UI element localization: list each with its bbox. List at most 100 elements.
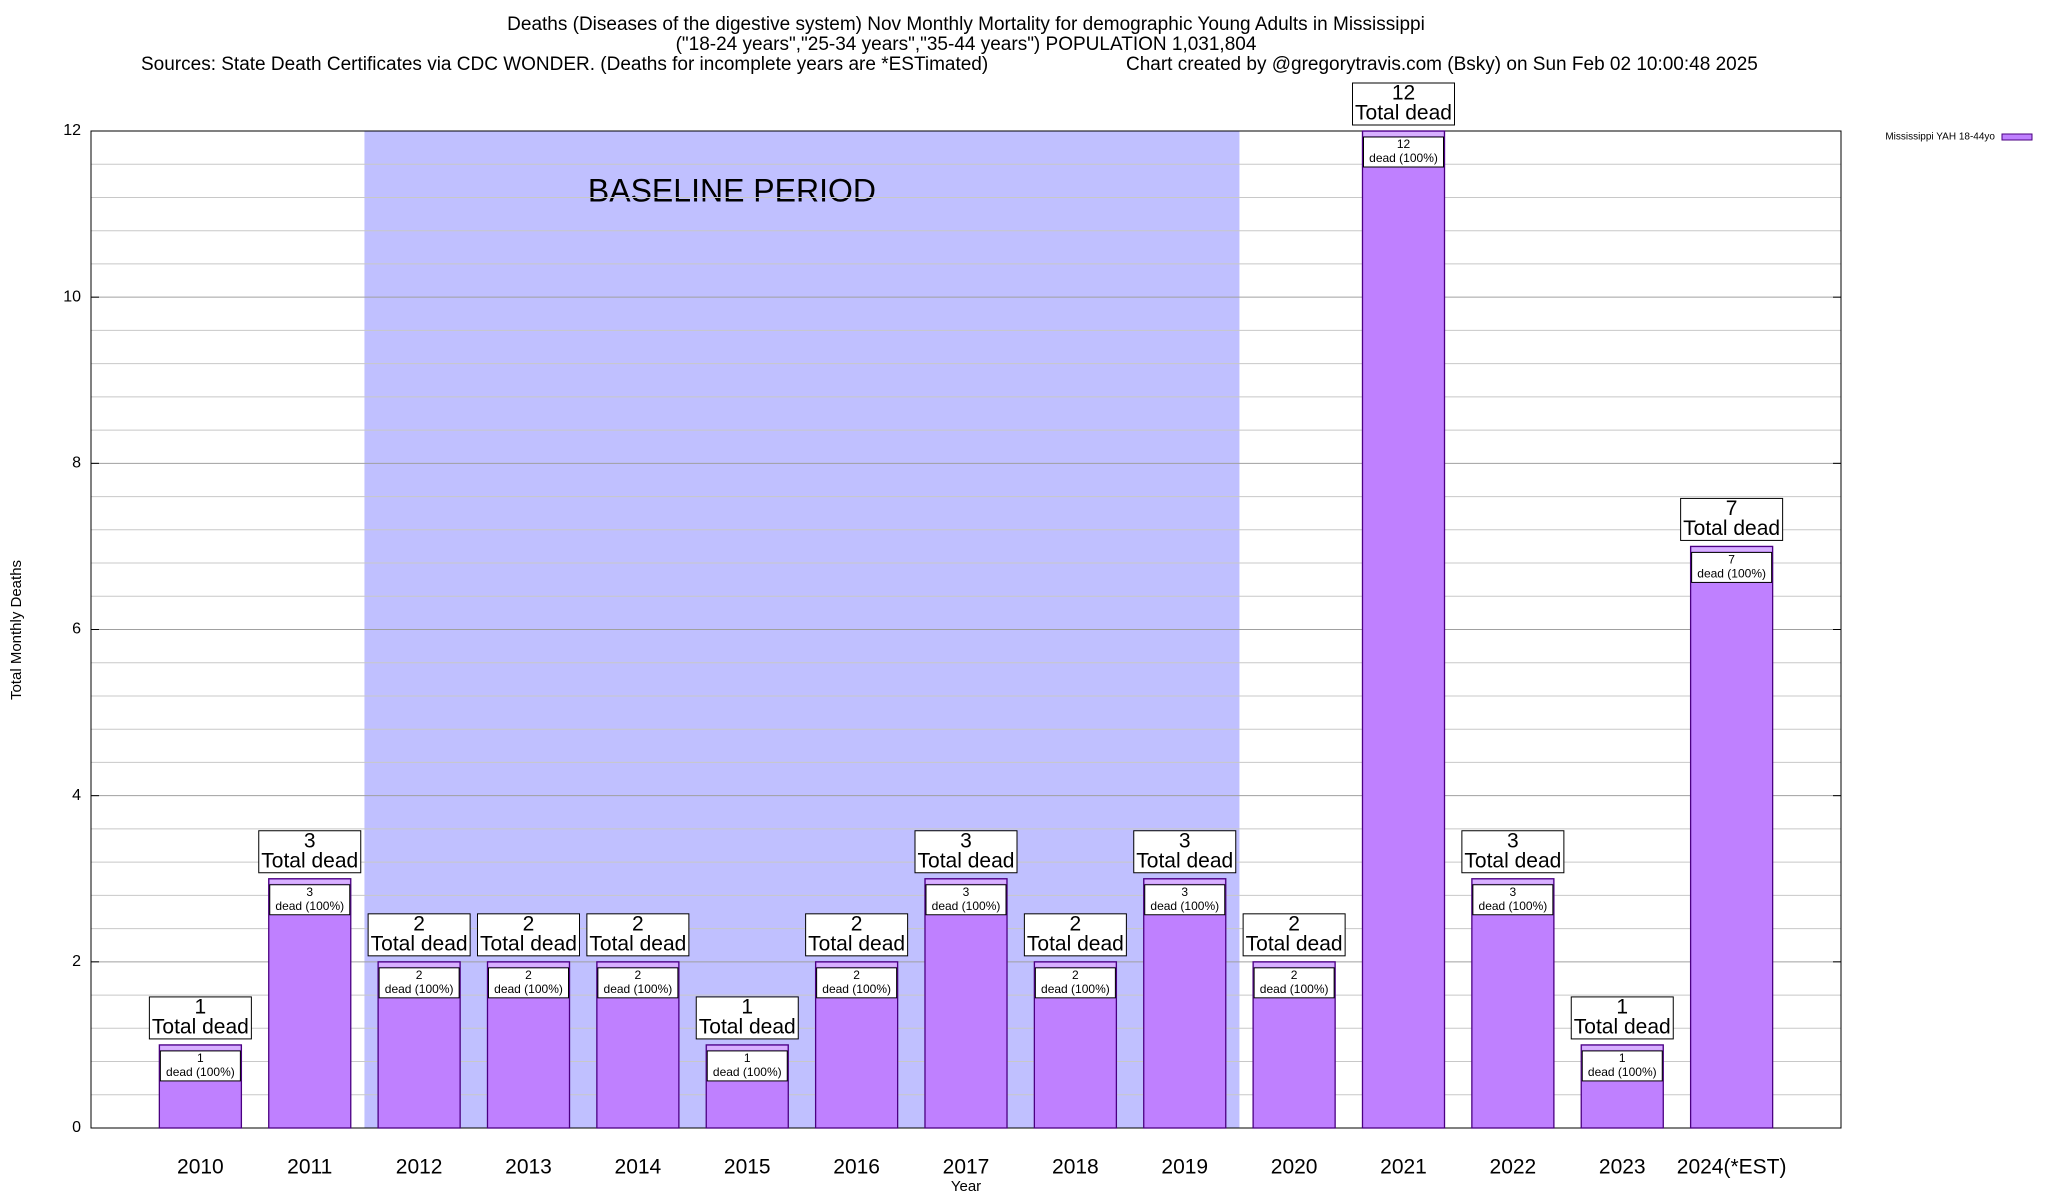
- segment-label: dead (100%): [1260, 982, 1329, 996]
- segment-label-box: [1253, 967, 1335, 999]
- total-value-label: 3: [960, 829, 972, 852]
- y-tick-label: 6: [72, 621, 81, 638]
- total-value-label: 3: [1179, 829, 1191, 852]
- x-tick-label: 2022: [1490, 1156, 1537, 1179]
- bar-top-strip: [1254, 962, 1335, 967]
- segment-label-box: [1581, 1050, 1663, 1082]
- x-tick-label: 2010: [177, 1156, 224, 1179]
- bar-top-strip: [1144, 879, 1225, 884]
- total-label-box: [1352, 82, 1455, 126]
- total-label: Total dead: [152, 1015, 249, 1038]
- x-tick-label: 2020: [1271, 1156, 1318, 1179]
- segment-label-box: [925, 884, 1007, 916]
- total-value-label: 2: [1288, 912, 1300, 935]
- total-label-box: [695, 996, 799, 1040]
- total-label: Total dead: [1464, 849, 1561, 872]
- segment-value-label: 3: [1510, 885, 1517, 899]
- total-label-box: [914, 830, 1018, 874]
- bar-top-strip: [379, 962, 460, 967]
- x-tick-label: 2024(*EST): [1677, 1156, 1787, 1179]
- segment-label-box: [1034, 967, 1116, 999]
- segment-value-label: 7: [1728, 553, 1735, 567]
- total-label: Total dead: [808, 932, 905, 955]
- bar-top-strip: [707, 1045, 788, 1050]
- bar: [1143, 878, 1227, 1129]
- total-value-label: 1: [741, 995, 753, 1018]
- y-tick-label: 12: [63, 122, 81, 139]
- total-label-box: [1680, 497, 1784, 541]
- segment-label-box: [1691, 551, 1773, 583]
- total-value-label: 3: [304, 829, 316, 852]
- bar: [1361, 130, 1446, 1129]
- segment-value-label: 1: [744, 1051, 751, 1065]
- total-label: Total dead: [1246, 932, 1343, 955]
- segment-value-label: 2: [525, 968, 532, 982]
- segment-label-box: [1363, 136, 1444, 168]
- x-tick-label: 2023: [1599, 1156, 1646, 1179]
- total-value-label: 1: [195, 995, 207, 1018]
- total-value-label: 1: [1616, 995, 1628, 1018]
- total-label-box: [1133, 830, 1237, 874]
- bar-top-strip: [1472, 879, 1553, 884]
- total-label: Total dead: [918, 849, 1015, 872]
- bar: [1471, 878, 1555, 1129]
- total-value-label: 7: [1726, 497, 1738, 520]
- total-label-box: [1461, 830, 1565, 874]
- x-tick-label: 2011: [287, 1156, 332, 1179]
- bar-top-strip: [1035, 962, 1116, 967]
- y-tick-label: 0: [72, 1119, 81, 1136]
- bar-top-strip: [488, 962, 569, 967]
- x-tick-label: 2016: [833, 1156, 880, 1179]
- x-axis-label: Year: [951, 1178, 981, 1195]
- segment-value-label: 1: [1619, 1051, 1626, 1065]
- bar-top-strip: [925, 879, 1007, 884]
- total-label: Total dead: [1683, 517, 1780, 540]
- total-label-box: [1242, 913, 1346, 957]
- segment-label: dead (100%): [1697, 567, 1766, 581]
- total-label: Total dead: [699, 1015, 796, 1038]
- total-label: Total dead: [480, 932, 577, 955]
- x-tick-label: 2021: [1380, 1156, 1427, 1179]
- total-value-label: 2: [413, 912, 425, 935]
- source-note: Sources: State Death Certificates via CD…: [141, 54, 988, 75]
- total-label-box: [477, 913, 580, 957]
- y-axis-label: Total Monthly Deaths: [8, 560, 25, 700]
- y-tick-label: 2: [72, 953, 81, 970]
- segment-value-label: 2: [1072, 968, 1079, 982]
- x-tick-label: 2014: [615, 1156, 662, 1179]
- total-label: Total dead: [1574, 1015, 1671, 1038]
- segment-value-label: 3: [306, 885, 313, 899]
- bar-top-strip: [269, 879, 350, 884]
- x-tick-label: 2012: [396, 1156, 443, 1179]
- total-value-label: 2: [632, 912, 644, 935]
- segment-value-label: 2: [635, 968, 642, 982]
- total-label-box: [367, 913, 471, 957]
- total-label-box: [1023, 913, 1127, 957]
- bar-top-strip: [597, 962, 678, 967]
- bar-top-strip: [160, 1045, 241, 1050]
- segment-label-box: [816, 967, 898, 999]
- y-tick-label: 8: [72, 455, 81, 472]
- chart-subtitle: ("18-24 years","25-34 years","35-44 year…: [676, 34, 1257, 55]
- total-label: Total dead: [1027, 932, 1124, 955]
- segment-label: dead (100%): [494, 982, 563, 996]
- bar-top-strip: [1691, 547, 1772, 552]
- segment-label-box: [1144, 884, 1226, 916]
- total-label: Total dead: [1136, 849, 1233, 872]
- segment-label-box: [159, 1050, 241, 1082]
- segment-label: dead (100%): [1369, 151, 1438, 165]
- segment-label: dead (100%): [385, 982, 454, 996]
- total-label: Total dead: [371, 932, 468, 955]
- total-label-box: [148, 996, 252, 1040]
- total-label-box: [1570, 996, 1674, 1040]
- segment-label: dead (100%): [822, 982, 891, 996]
- segment-label-box: [1472, 884, 1554, 916]
- y-tick-label: 4: [72, 787, 81, 804]
- total-label: Total dead: [1355, 102, 1452, 125]
- segment-label-box: [488, 967, 569, 999]
- segment-label: dead (100%): [1041, 982, 1110, 996]
- segment-label-box: [269, 884, 351, 916]
- segment-label: dead (100%): [713, 1065, 782, 1079]
